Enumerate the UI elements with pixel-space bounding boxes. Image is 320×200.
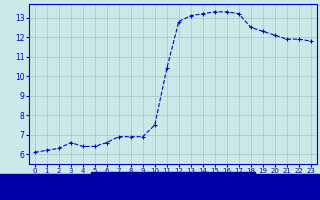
X-axis label: Graphe des températures (°c): Graphe des températures (°c): [97, 178, 249, 188]
